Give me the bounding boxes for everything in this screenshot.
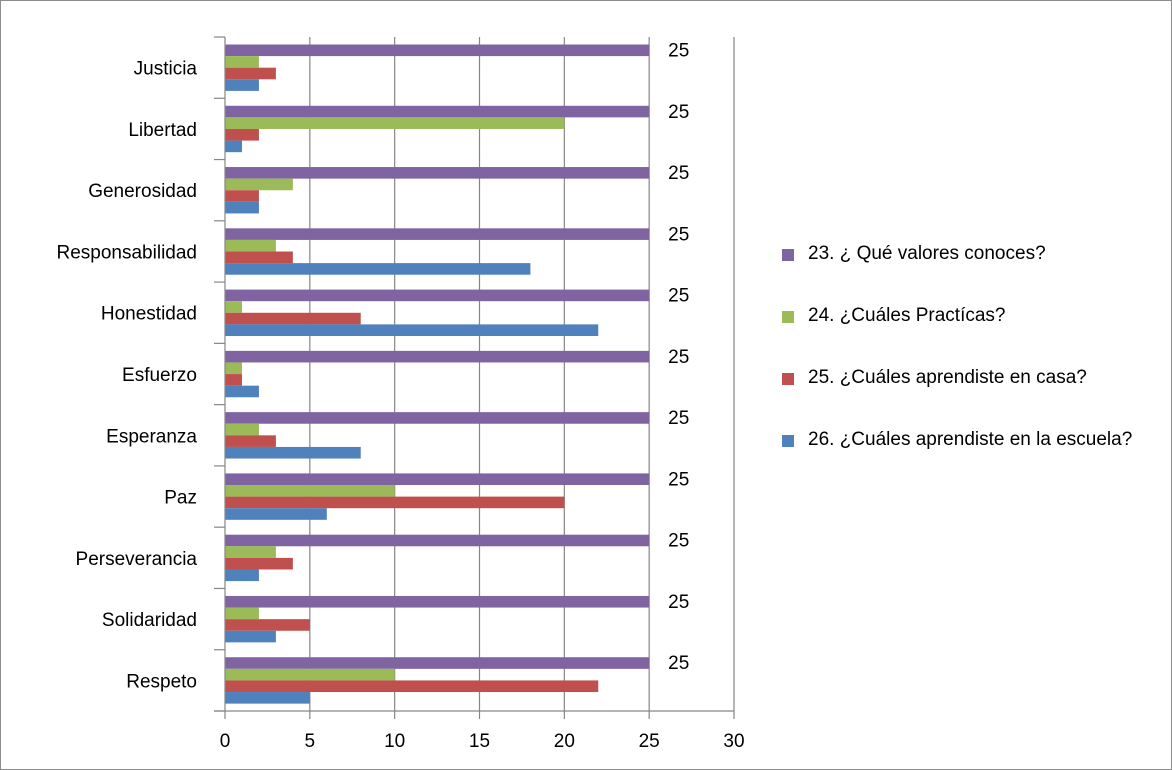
bar	[225, 167, 650, 179]
bar	[225, 630, 276, 643]
bar	[225, 228, 650, 240]
bar	[225, 263, 531, 275]
bar	[225, 128, 259, 141]
bar	[225, 508, 327, 520]
category-label: Justicia	[134, 59, 198, 80]
legend-label: 25. ¿Cuáles aprendiste en casa?	[808, 367, 1087, 388]
bar	[225, 239, 276, 252]
category-label: Perseverancia	[76, 549, 198, 570]
x-tick-label: 15	[469, 731, 490, 752]
bar	[225, 496, 565, 509]
legend-swatch	[782, 373, 794, 385]
bar	[225, 619, 310, 631]
legend-item: 25. ¿Cuáles aprendiste en casa?	[782, 364, 1172, 392]
bar	[225, 251, 293, 264]
bar	[225, 385, 259, 398]
bar	[225, 534, 650, 547]
bar	[225, 692, 310, 704]
legend-swatch	[782, 311, 794, 323]
bar	[225, 56, 259, 68]
x-tick-label: 0	[220, 731, 231, 752]
category-label: Paz	[164, 488, 197, 509]
bars	[225, 44, 650, 704]
data-label: 25	[668, 41, 689, 62]
legend-item: 23. ¿ Qué valores conoces?	[782, 240, 1172, 268]
category-label: Respeto	[126, 671, 197, 692]
bar	[225, 362, 242, 375]
bar	[225, 79, 259, 91]
bar	[225, 178, 293, 191]
data-label: 25	[668, 408, 689, 429]
category-label: Libertad	[128, 120, 197, 141]
bar	[225, 412, 650, 424]
bar	[225, 446, 361, 459]
category-label: Solidaridad	[102, 610, 197, 631]
category-label: Responsabilidad	[57, 242, 198, 263]
data-label: 25	[668, 102, 689, 123]
bar	[225, 44, 650, 57]
data-label: 25	[668, 592, 689, 613]
legend-item: 24. ¿Cuáles Practícas?	[782, 302, 1172, 330]
labels: 0 5 10 15 20 25 30 Justicia Libertad Generosidad R…	[57, 41, 745, 753]
data-label: 25	[668, 469, 689, 490]
legend-item: 26. ¿Cuáles aprendiste en la escuela?	[782, 426, 1172, 454]
data-label: 25	[668, 531, 689, 552]
bar	[225, 312, 361, 325]
bar	[225, 680, 599, 693]
bar	[225, 423, 259, 436]
data-label: 25	[668, 286, 689, 307]
bar	[225, 546, 276, 558]
x-tick-label: 10	[384, 731, 405, 752]
x-tick-label: 30	[723, 731, 744, 752]
legend-label: 23. ¿ Qué valores conoces?	[808, 243, 1046, 264]
bar	[225, 201, 259, 214]
category-label: Esfuerzo	[122, 365, 197, 386]
category-label: Esperanza	[106, 426, 197, 447]
bar	[225, 67, 276, 80]
x-tick-label: 20	[554, 731, 575, 752]
bar	[225, 435, 276, 447]
axes	[214, 36, 735, 719]
bar	[225, 485, 395, 497]
bar	[225, 289, 650, 302]
bar	[225, 569, 259, 582]
bar	[225, 117, 565, 129]
bar	[225, 105, 650, 118]
category-label: Honestidad	[101, 304, 197, 325]
bar	[225, 301, 242, 313]
bar	[225, 350, 650, 363]
bar	[225, 324, 599, 336]
legend: 23. ¿ Qué valores conoces? 24. ¿Cuáles Pr…	[782, 240, 1172, 488]
bar	[225, 668, 395, 681]
x-tick-label: 5	[305, 731, 316, 752]
legend-label: 24. ¿Cuáles Practícas?	[808, 305, 1006, 326]
bar	[225, 374, 242, 386]
bar	[225, 140, 242, 153]
data-label: 25	[668, 653, 689, 674]
bar	[225, 595, 650, 608]
bar	[225, 190, 259, 202]
bar	[225, 473, 650, 486]
data-label: 25	[668, 224, 689, 245]
data-label: 25	[668, 163, 689, 184]
x-tick-label: 25	[639, 731, 660, 752]
bar	[225, 557, 293, 570]
legend-label: 26. ¿Cuáles aprendiste en la escuela?	[808, 429, 1133, 450]
data-label: 25	[668, 347, 689, 368]
legend-swatch	[782, 435, 794, 447]
bar	[225, 657, 650, 669]
legend-swatch	[782, 249, 794, 261]
bar	[225, 607, 259, 620]
category-label: Generosidad	[88, 181, 197, 202]
